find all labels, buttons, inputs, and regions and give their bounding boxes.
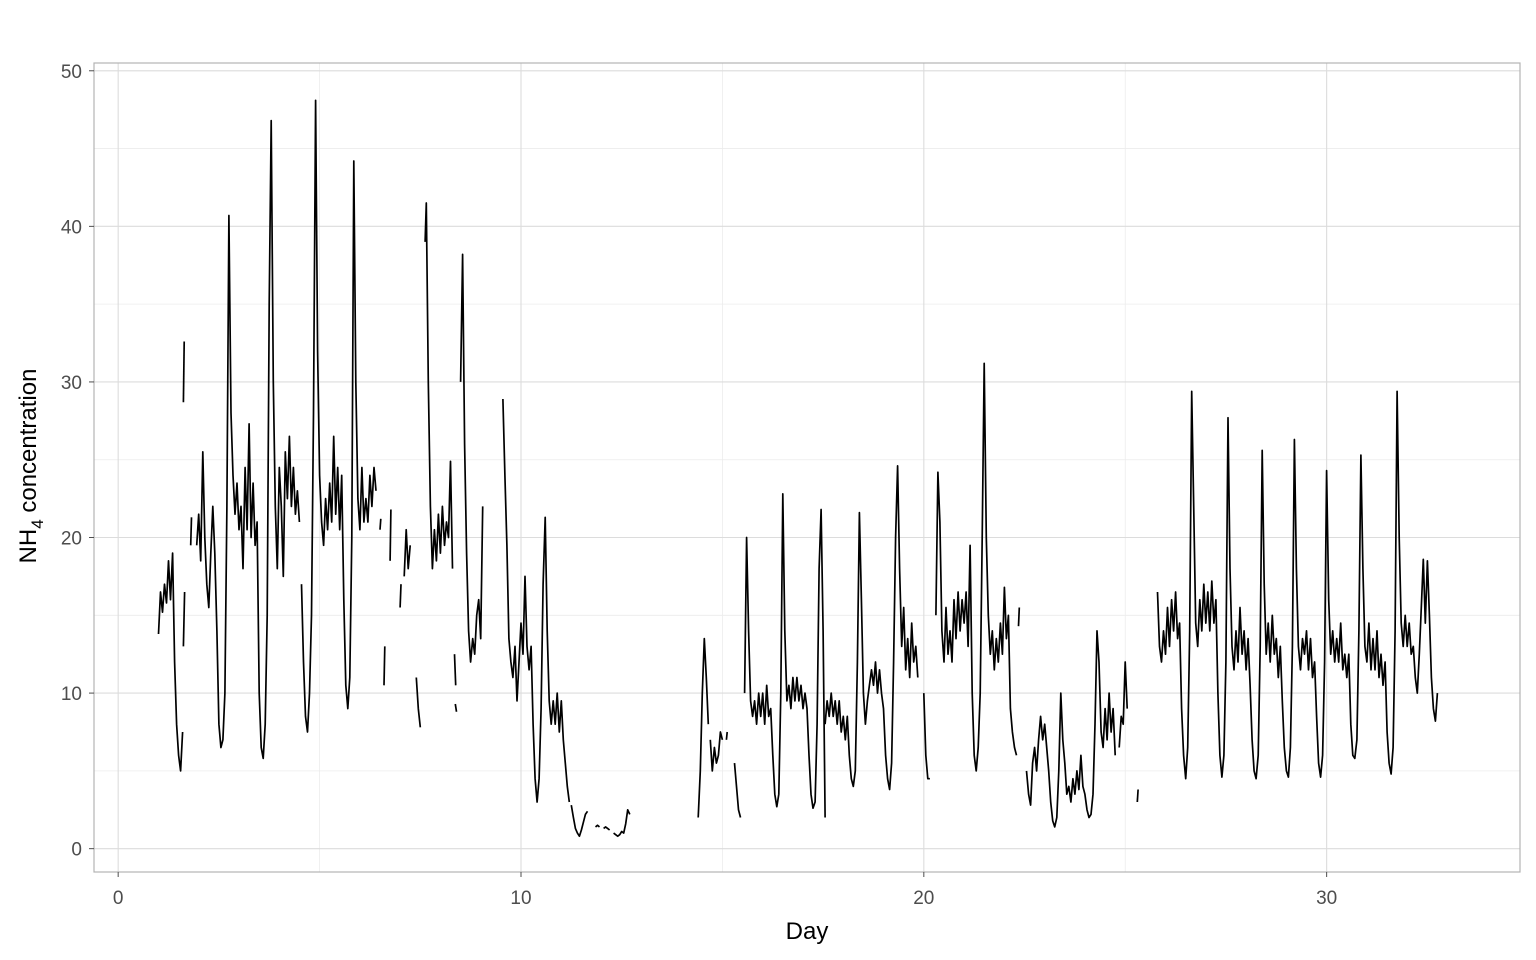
series-line-segment [189, 517, 193, 546]
series-line-segment [570, 804, 589, 838]
y-tick-label: 40 [61, 217, 82, 238]
series-line-segment [922, 693, 930, 780]
series-line-segment [399, 584, 402, 608]
x-tick-label: 10 [510, 888, 531, 909]
y-tick-label: 10 [61, 684, 82, 705]
x-axis-title: Day [786, 918, 829, 945]
series-line-segment [1025, 630, 1117, 828]
y-axis-title-subscript: 4 [28, 519, 47, 528]
series-line-segment [424, 202, 454, 570]
series-line-segment [379, 518, 382, 530]
y-axis-title: NH4 concentration [15, 369, 47, 564]
series-group [157, 99, 1439, 838]
series-line-segment [453, 654, 457, 686]
series-line-segment [182, 341, 186, 403]
x-tick-label: 20 [913, 888, 934, 909]
series-line-segment [502, 398, 571, 803]
series-line-segment [157, 552, 184, 772]
series-line-segment [383, 646, 386, 686]
series-line-segment [743, 493, 826, 818]
series-line-segment [613, 808, 631, 838]
series-line-segment [1156, 390, 1439, 780]
y-tick-label: 20 [61, 529, 82, 550]
y-tick-label: 0 [71, 840, 82, 861]
series-line-segment [594, 824, 601, 828]
series-line-segment [824, 465, 919, 791]
y-axis-title-rest: concentration [15, 369, 42, 520]
x-tick-label: 30 [1316, 888, 1337, 909]
series-line-segment [935, 362, 1018, 772]
panel-border [93, 62, 1521, 873]
x-tick-label: 0 [113, 888, 124, 909]
series-line-segment [459, 253, 484, 663]
series-line-segment [300, 99, 377, 733]
series-line-segment [1118, 661, 1129, 748]
series-line-segment [733, 763, 742, 818]
series-line-segment [454, 703, 458, 712]
series-line-segment [403, 528, 412, 577]
series-line-segment [697, 637, 710, 818]
series-line-segment [1017, 607, 1021, 627]
y-tick-label: 50 [61, 62, 82, 83]
x-axis-ticks: 0 10 20 30 [113, 872, 1337, 909]
y-axis-title-main: NH [15, 529, 42, 564]
series-line-segment [603, 826, 611, 831]
y-axis-ticks: 0 10 20 30 40 50 [61, 62, 94, 861]
series-line-segment [182, 591, 186, 647]
series-line-segment [415, 677, 422, 728]
series-line-segment [195, 119, 301, 760]
series-line-segment [709, 731, 724, 772]
series-line-segment [725, 731, 729, 740]
series-line-segment [389, 509, 392, 561]
series-line-segment [1136, 789, 1139, 803]
y-tick-label: 30 [61, 373, 82, 394]
